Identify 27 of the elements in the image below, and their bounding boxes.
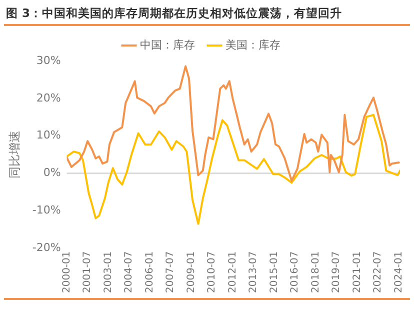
legend-label: 美国：库存 bbox=[226, 38, 280, 52]
x-tick-label: 2006-01 bbox=[144, 251, 156, 294]
x-tick-label: 2012-01 bbox=[227, 251, 238, 294]
chart-title: 图 3：中国和美国的库存周期都在历史相对低位震荡，有望回升 bbox=[5, 5, 344, 22]
x-tick-label: 2009-01 bbox=[186, 251, 197, 294]
legend-label: 中国：库存 bbox=[140, 38, 195, 52]
x-tick-label: 2003-01 bbox=[102, 251, 114, 294]
x-tick-label: 2019-07 bbox=[331, 251, 342, 294]
x-tick-label: 2015-01 bbox=[268, 251, 280, 294]
x-tick-label: 2001-07 bbox=[82, 251, 94, 294]
y-axis-title: 同比增速 bbox=[7, 130, 22, 179]
y-tick-label: 30% bbox=[36, 54, 61, 67]
y-tick-label: -10% bbox=[32, 204, 61, 217]
x-tick-label: 2018-01 bbox=[310, 251, 322, 294]
x-tick-label: 2010-07 bbox=[206, 251, 218, 294]
y-tick-label: 10% bbox=[36, 128, 61, 142]
y-tick-label: 20% bbox=[36, 91, 61, 104]
x-tick-label: 2007-07 bbox=[165, 251, 176, 294]
x-tick-label: 2004-07 bbox=[124, 251, 135, 294]
x-tick-label: 2016-07 bbox=[290, 251, 301, 294]
x-tick-label: 2022-07 bbox=[372, 251, 384, 294]
x-tick-label: 2024-01 bbox=[393, 251, 404, 294]
x-tick-label: 2000-01 bbox=[61, 251, 72, 294]
x-tick-label: 2021-01 bbox=[352, 251, 363, 294]
x-tick-label: 2013-07 bbox=[248, 251, 260, 294]
y-tick-label: 0% bbox=[43, 166, 61, 180]
y-tick-label: -20% bbox=[32, 241, 61, 254]
